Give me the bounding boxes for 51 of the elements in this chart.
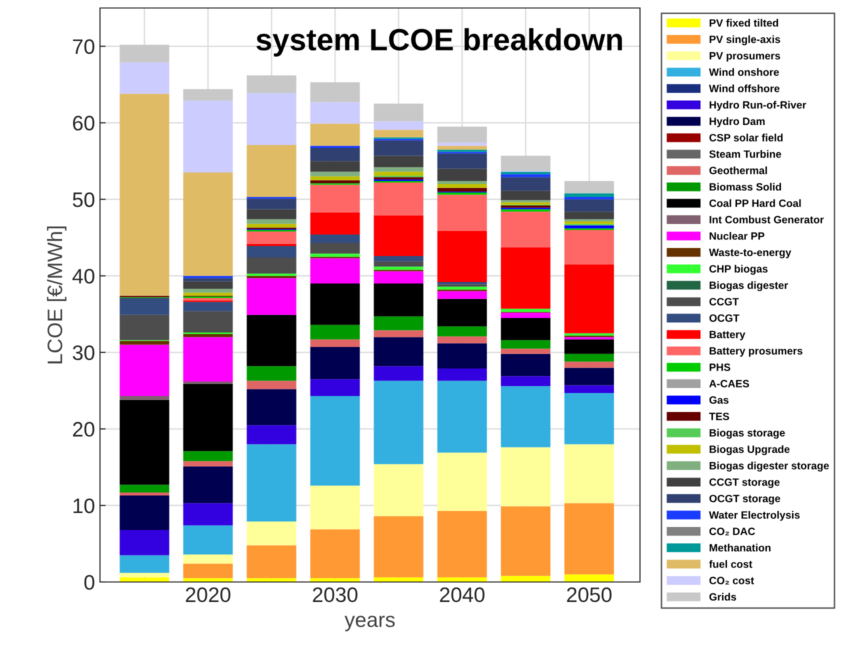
legend-label: Nuclear PP: [710, 232, 764, 240]
legend-label: PHS: [710, 364, 730, 372]
legend-label: Hydro Run-of-River: [710, 100, 806, 111]
legend-label: PV single-axis: [710, 35, 780, 46]
y-tick-label: 30: [72, 345, 94, 360]
y-tick-label: 0: [84, 575, 94, 590]
x-tick-label: 2020: [186, 587, 230, 602]
y-tick-label: 60: [73, 116, 94, 131]
y-tick-label: 50: [72, 192, 94, 208]
x-tick-label: 2040: [440, 587, 484, 602]
legend-label: Int Combust Generator: [710, 216, 824, 224]
legend-label: Wind offshore: [708, 84, 780, 92]
legend-label: Biogas digester storage: [710, 462, 829, 472]
y-tick-label: 40: [72, 268, 94, 284]
legend-label: Grids: [709, 592, 736, 601]
legend-label: A-CAES: [709, 380, 750, 388]
y-tick-label: 20: [73, 422, 94, 437]
legend-label: Waste-to-energy: [708, 248, 792, 258]
legend-label: CO₂ cost: [709, 576, 754, 584]
legend-label: CSP solar field: [709, 134, 783, 142]
y-axis-title: LCOE [€/MWh]: [46, 226, 66, 364]
y-tick-label: 70: [73, 39, 94, 54]
legend-label: Steam Turbine: [709, 150, 782, 158]
legend-label: Water Electrolysis: [708, 510, 800, 521]
legend-label: CO₂ DAC: [709, 528, 756, 536]
x-axis-title: years: [344, 616, 395, 632]
x-tick-label: 2050: [567, 587, 612, 602]
x-tick-label: 2030: [312, 587, 358, 602]
legend-label: Coal PP Hard Coal: [709, 199, 801, 207]
legend-label: TES: [709, 412, 730, 420]
legend-label: OCGT storage: [709, 494, 780, 504]
legend-label: fuel cost: [709, 560, 752, 568]
legend-label: Biomass Solid: [710, 182, 782, 191]
legend-label: CHP biogas: [709, 264, 768, 275]
legend-label: PV prosumers: [710, 52, 780, 62]
legend-label: CCGT: [709, 298, 739, 306]
legend-label: Battery prosumers: [710, 347, 802, 357]
legend-label: Methanation: [710, 544, 770, 552]
legend-label: CCGT storage: [709, 478, 780, 488]
legend-label: Battery: [710, 330, 746, 340]
text: system LCOE breakdown: [256, 28, 622, 57]
legend-label: PV fixed tilted: [710, 18, 778, 27]
legend-label: Hydro Dam: [710, 117, 765, 128]
y-tick-label: 10: [74, 498, 94, 514]
legend-label: Geothermal: [709, 166, 767, 174]
legend-label: Biogas Upgrade: [710, 445, 790, 456]
legend-label: Biogas digester: [710, 281, 788, 292]
legend-label: Gas: [709, 396, 728, 404]
legend-label: Biogas storage: [710, 428, 785, 439]
legend-label: Wind onshore: [708, 68, 779, 76]
legend-label: OCGT: [709, 314, 740, 322]
